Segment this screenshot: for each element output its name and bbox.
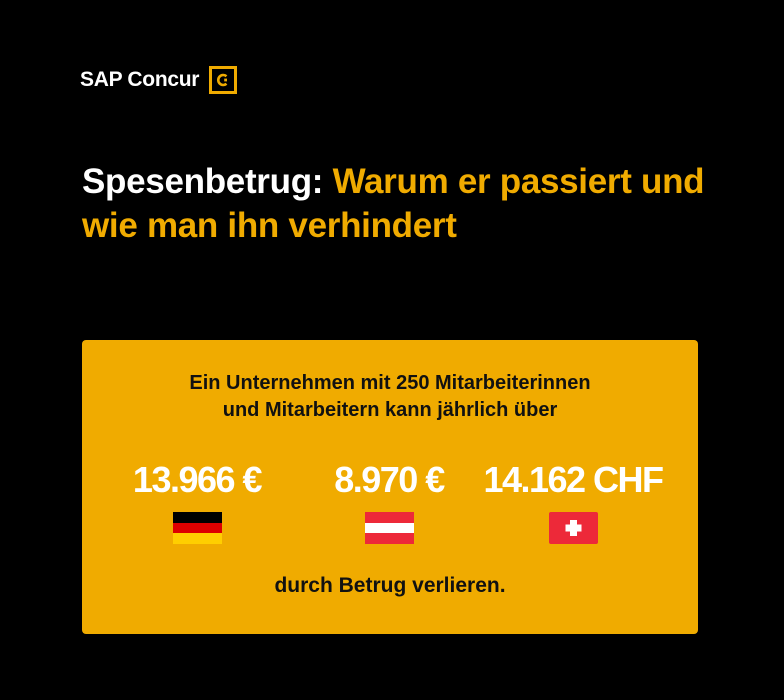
card-outro: durch Betrug verlieren. xyxy=(274,574,506,597)
page-headline: Spesenbetrug: Warum er passiert und wie … xyxy=(82,160,722,248)
stat-amount-austria: 8.970 € xyxy=(334,459,445,500)
headline-highlight: Warum er passiert und wie man ihn verhin… xyxy=(82,162,705,245)
fraud-stat-card: Ein Unternehmen mit 250 Mitarbeiterinnen… xyxy=(82,340,698,634)
headline-lead: Spesenbetrug: xyxy=(82,162,324,201)
germany-flag-icon xyxy=(172,512,222,544)
sap-concur-logo: SAP Concur xyxy=(80,66,238,94)
switzerland-flag-icon xyxy=(548,512,598,544)
brand-name: SAP Concur xyxy=(80,68,200,91)
concur-c-mark-icon xyxy=(209,66,238,94)
stat-amount-germany: 13.966 € xyxy=(132,459,263,500)
card-intro: Ein Unternehmen mit 250 Mitarbeiterinnen… xyxy=(82,370,698,424)
stat-germany: 13.966 € xyxy=(102,460,292,544)
stat-amount-switzerland: 14.162 CHF xyxy=(483,459,664,500)
austria-flag-icon xyxy=(364,512,414,544)
card-intro-line-1: Ein Unternehmen mit 250 Mitarbeiterinnen xyxy=(189,372,591,394)
stat-switzerland: 14.162 CHF xyxy=(468,460,678,544)
stat-austria: 8.970 € xyxy=(294,460,484,544)
card-intro-line-2: und Mitarbeitern kann jährlich über xyxy=(222,399,558,421)
